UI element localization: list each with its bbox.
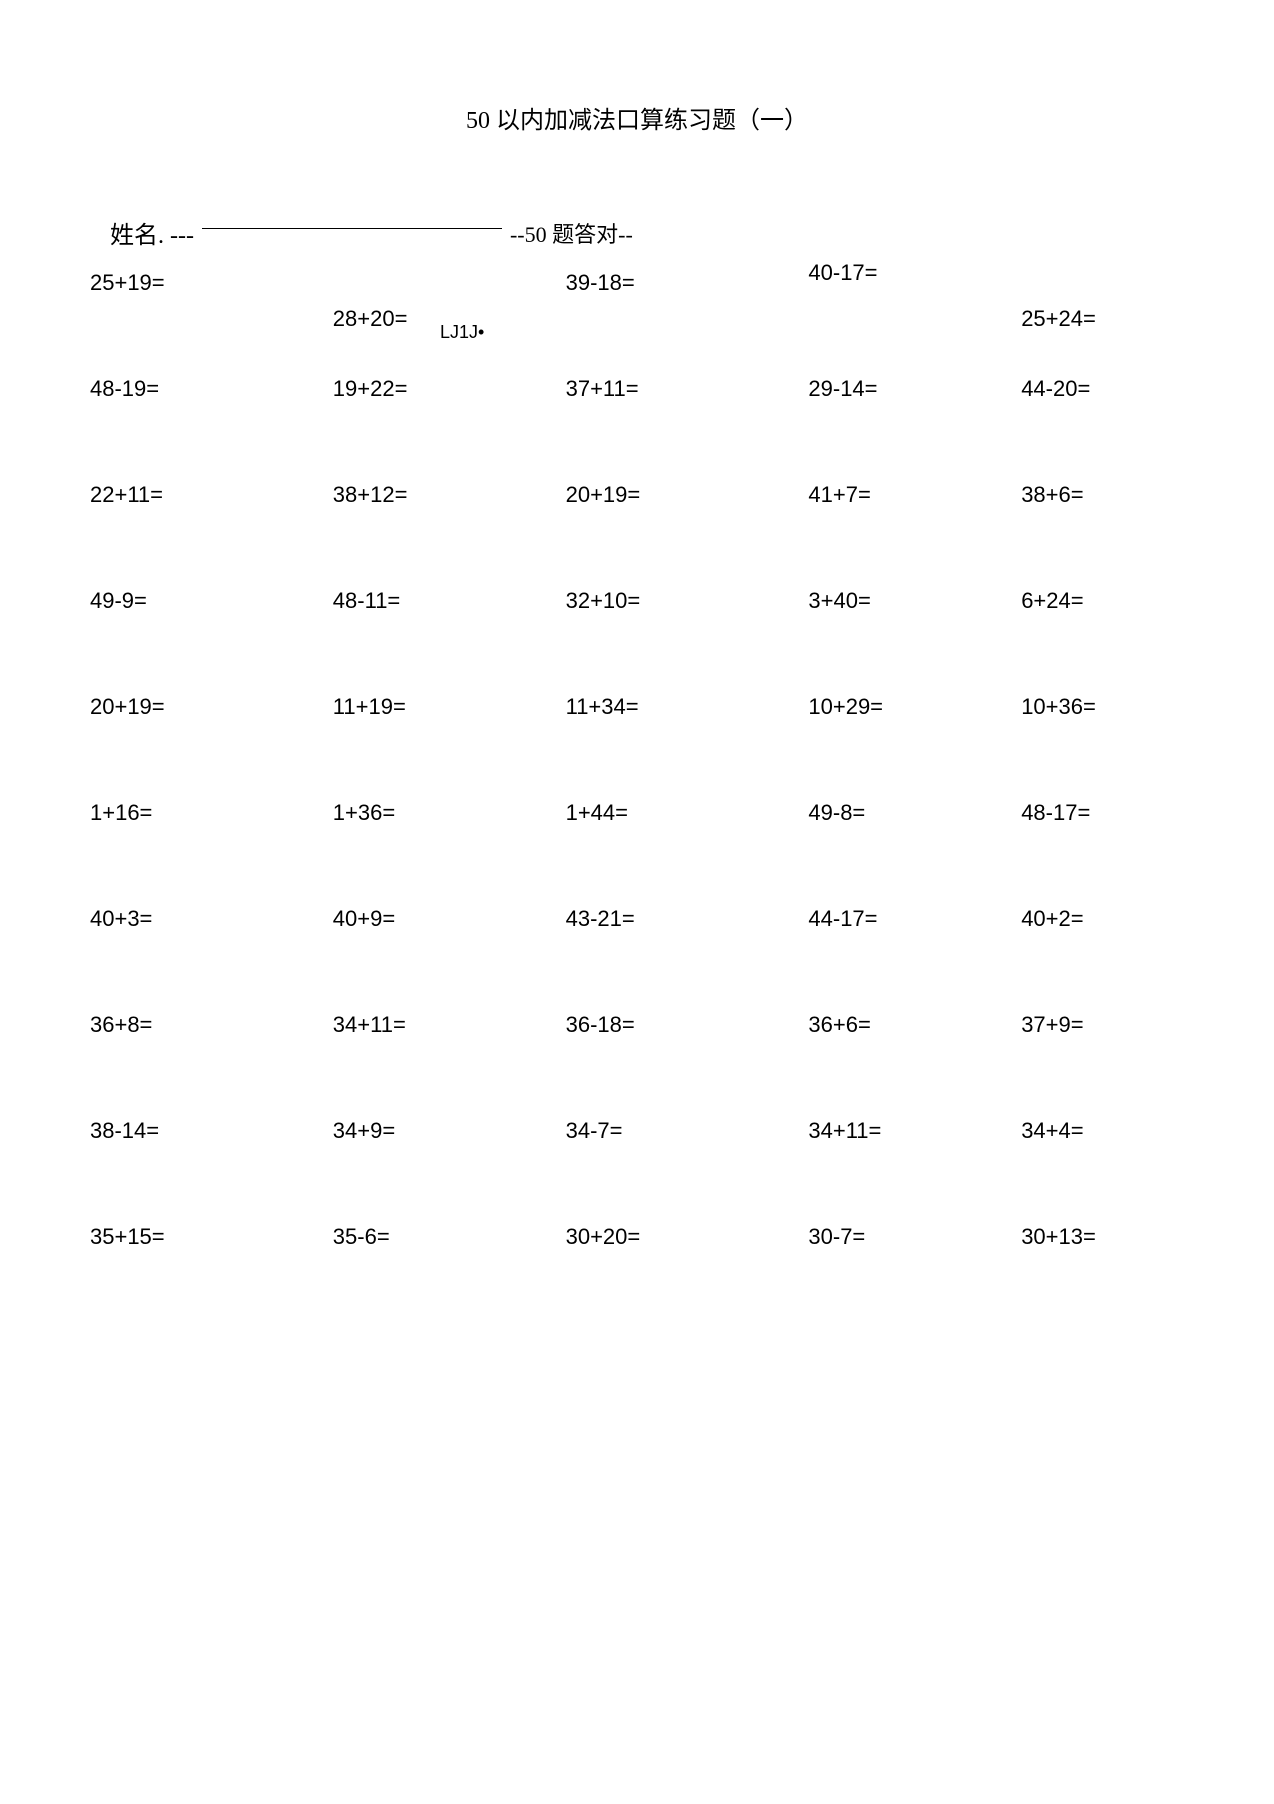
header-row: 姓名. --- --50 题答对--	[80, 215, 1194, 250]
problem-cell: 11+19=	[303, 694, 526, 720]
problem-cell: 34+11=	[303, 1012, 526, 1038]
problem-cell: 48-19=	[80, 376, 303, 402]
problem-row: 38-14=34+9=34-7=34+11=34+4=	[80, 1118, 1194, 1144]
problem-row: 25+19=28+20=39-18=40-17=25+24=	[80, 270, 1194, 296]
problem-cell: 1+16=	[80, 800, 303, 826]
problem-cell: 38-14=	[80, 1118, 303, 1144]
problem-cell: 35-6=	[303, 1224, 526, 1250]
problem-cell: 40+2=	[971, 906, 1194, 932]
problem-row: 40+3=40+9=43-21=44-17=40+2=	[80, 906, 1194, 932]
problem-cell: 22+11=	[80, 482, 303, 508]
name-label: 姓名. ---	[110, 215, 194, 250]
problem-cell: 40+3=	[80, 906, 303, 932]
problem-cell: 30-7=	[748, 1224, 971, 1250]
problem-cell: 34+9=	[303, 1118, 526, 1144]
problem-cell: 30+13=	[971, 1224, 1194, 1250]
problem-cell: 49-9=	[80, 588, 303, 614]
problem-cell: 40+9=	[303, 906, 526, 932]
problem-cell: 36-18=	[526, 1012, 749, 1038]
problem-row: 1+16=1+36=1+44=49-8=48-17=	[80, 800, 1194, 826]
problem-cell: 28+20=	[303, 306, 526, 332]
problem-cell: 1+44=	[526, 800, 749, 826]
problem-cell: 32+10=	[526, 588, 749, 614]
problem-cell: 49-8=	[748, 800, 971, 826]
problem-cell: 20+19=	[80, 694, 303, 720]
problem-row: 36+8=34+11=36-18=36+6=37+9=	[80, 1012, 1194, 1038]
problem-cell: 34-7=	[526, 1118, 749, 1144]
problem-cell: 25+19=	[80, 270, 303, 296]
worksheet-title: 50 以内加减法口算练习题（一）	[80, 100, 1194, 135]
problem-row: 48-19=19+22=37+11=29-14=44-20=	[80, 376, 1194, 402]
problem-cell: 48-17=	[971, 800, 1194, 826]
problem-cell: 40-17=	[748, 260, 971, 286]
problems-grid: 25+19=28+20=39-18=40-17=25+24= 48-19=19+2…	[80, 270, 1194, 1250]
problem-cell: 11+34=	[526, 694, 749, 720]
problem-cell: 3+40=	[748, 588, 971, 614]
problem-cell: 37+9=	[971, 1012, 1194, 1038]
problem-cell: 6+24=	[971, 588, 1194, 614]
problem-row: 20+19=11+19=11+34=10+29=10+36=	[80, 694, 1194, 720]
problem-cell: 30+20=	[526, 1224, 749, 1250]
problem-cell: 10+36=	[971, 694, 1194, 720]
problem-cell: 38+6=	[971, 482, 1194, 508]
problem-cell: 48-11=	[303, 588, 526, 614]
problem-row: 22+11=38+12=20+19=41+7=38+6=	[80, 482, 1194, 508]
problem-cell: 36+6=	[748, 1012, 971, 1038]
problem-cell: 1+36=	[303, 800, 526, 826]
problem-row: 35+15=35-6=30+20=30-7=30+13=	[80, 1224, 1194, 1250]
problem-cell: 34+4=	[971, 1118, 1194, 1144]
problem-cell: 43-21=	[526, 906, 749, 932]
problem-cell: 10+29=	[748, 694, 971, 720]
problem-cell: 19+22=	[303, 376, 526, 402]
name-blank-line	[202, 228, 502, 229]
problem-cell: 44-20=	[971, 376, 1194, 402]
problem-cell: 20+19=	[526, 482, 749, 508]
problem-cell: 38+12=	[303, 482, 526, 508]
problem-cell: 35+15=	[80, 1224, 303, 1250]
problem-cell: 44-17=	[748, 906, 971, 932]
problem-cell: 25+24=	[971, 306, 1194, 332]
problem-cell: 34+11=	[748, 1118, 971, 1144]
problem-cell: 39-18=	[526, 270, 749, 296]
problem-cell: 37+11=	[526, 376, 749, 402]
problem-cell: 41+7=	[748, 482, 971, 508]
problem-cell: 36+8=	[80, 1012, 303, 1038]
problem-row: 49-9=48-11=32+10=3+40=6+24=	[80, 588, 1194, 614]
problem-cell: 29-14=	[748, 376, 971, 402]
score-label: --50 题答对--	[510, 217, 633, 249]
